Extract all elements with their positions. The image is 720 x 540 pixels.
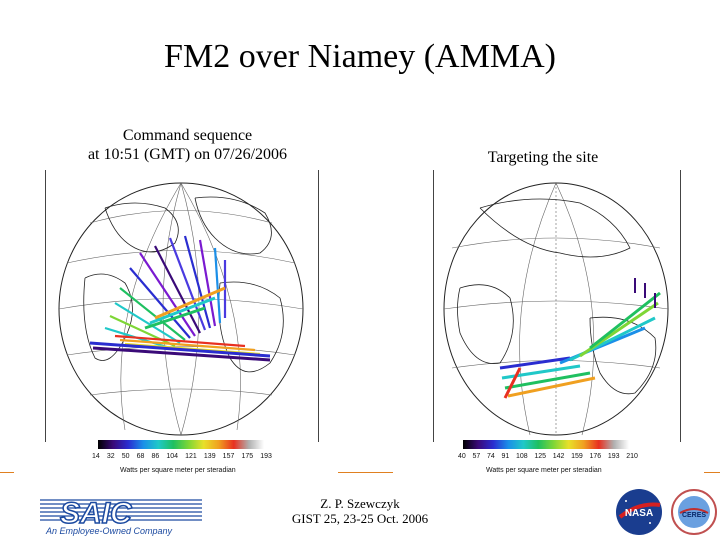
tick-label: 125 <box>534 453 546 460</box>
right-frame-line-right <box>680 170 681 442</box>
author-credit: Z. P. Szewczyk GIST 25, 23-25 Oct. 2006 <box>290 496 430 526</box>
tick-label: 108 <box>515 453 528 460</box>
tick-label: 40 <box>458 453 466 460</box>
tick-label: 210 <box>626 453 638 460</box>
right-globe-map <box>443 182 669 436</box>
left-globe-map <box>58 182 304 436</box>
orange-divider <box>338 472 393 473</box>
author-name: Z. P. Szewczyk <box>320 496 400 511</box>
tick-label: 175 <box>241 453 254 460</box>
tick-label: 74 <box>486 453 495 460</box>
orange-divider <box>0 472 14 473</box>
left-colorbar-ticks: 14 32 50 68 86 104 121 139 157 175 193 <box>92 453 272 460</box>
saic-logo-text: SAIC <box>60 497 133 530</box>
nasa-logo: NASA <box>616 489 662 535</box>
tick-label: 68 <box>136 453 145 460</box>
right-frame-line <box>433 170 434 442</box>
right-colorbar <box>463 440 629 449</box>
tick-label: 142 <box>552 453 565 460</box>
right-panel-caption: Targeting the site <box>487 149 599 166</box>
left-panel-caption: Command sequence at 10:51 (GMT) on 07/26… <box>60 126 315 164</box>
tick-label: 159 <box>571 453 583 460</box>
tick-label: 14 <box>92 453 100 460</box>
left-caption-line-2: at 10:51 (GMT) on 07/26/2006 <box>87 146 288 163</box>
tick-label: 193 <box>260 453 272 460</box>
left-frame-line <box>45 170 46 442</box>
left-frame-line-right <box>318 170 319 442</box>
left-colorbar-units: Watts per square meter per steradian <box>120 467 236 474</box>
tick-label: 104 <box>166 453 179 460</box>
svg-text:CERES: CERES <box>682 512 706 519</box>
left-caption-line-1: Command sequence <box>122 127 253 144</box>
tick-label: 86 <box>151 453 160 460</box>
right-colorbar-units: Watts per square meter per steradian <box>486 467 602 474</box>
tick-label: 57 <box>472 453 481 460</box>
saic-logo: SAIC <box>40 496 202 531</box>
tick-label: 121 <box>185 453 197 460</box>
tick-label: 157 <box>222 453 235 460</box>
ceres-logo: CERES <box>671 489 717 535</box>
slide-title: FM2 over Niamey (AMMA) <box>164 38 556 75</box>
tick-label: 139 <box>203 453 216 460</box>
tick-label: 91 <box>501 453 510 460</box>
tick-label: 176 <box>589 453 602 460</box>
tick-label: 193 <box>607 453 620 460</box>
svg-text:NASA: NASA <box>625 508 653 519</box>
right-colorbar-ticks: 40 57 74 91 108 125 142 159 176 193 210 <box>458 453 638 460</box>
conference-info: GIST 25, 23-25 Oct. 2006 <box>291 511 429 526</box>
tick-label: 32 <box>106 453 115 460</box>
saic-tagline: An Employee-Owned Company <box>46 526 173 536</box>
left-colorbar <box>98 440 264 449</box>
orange-divider <box>704 472 720 473</box>
tick-label: 50 <box>121 453 130 460</box>
